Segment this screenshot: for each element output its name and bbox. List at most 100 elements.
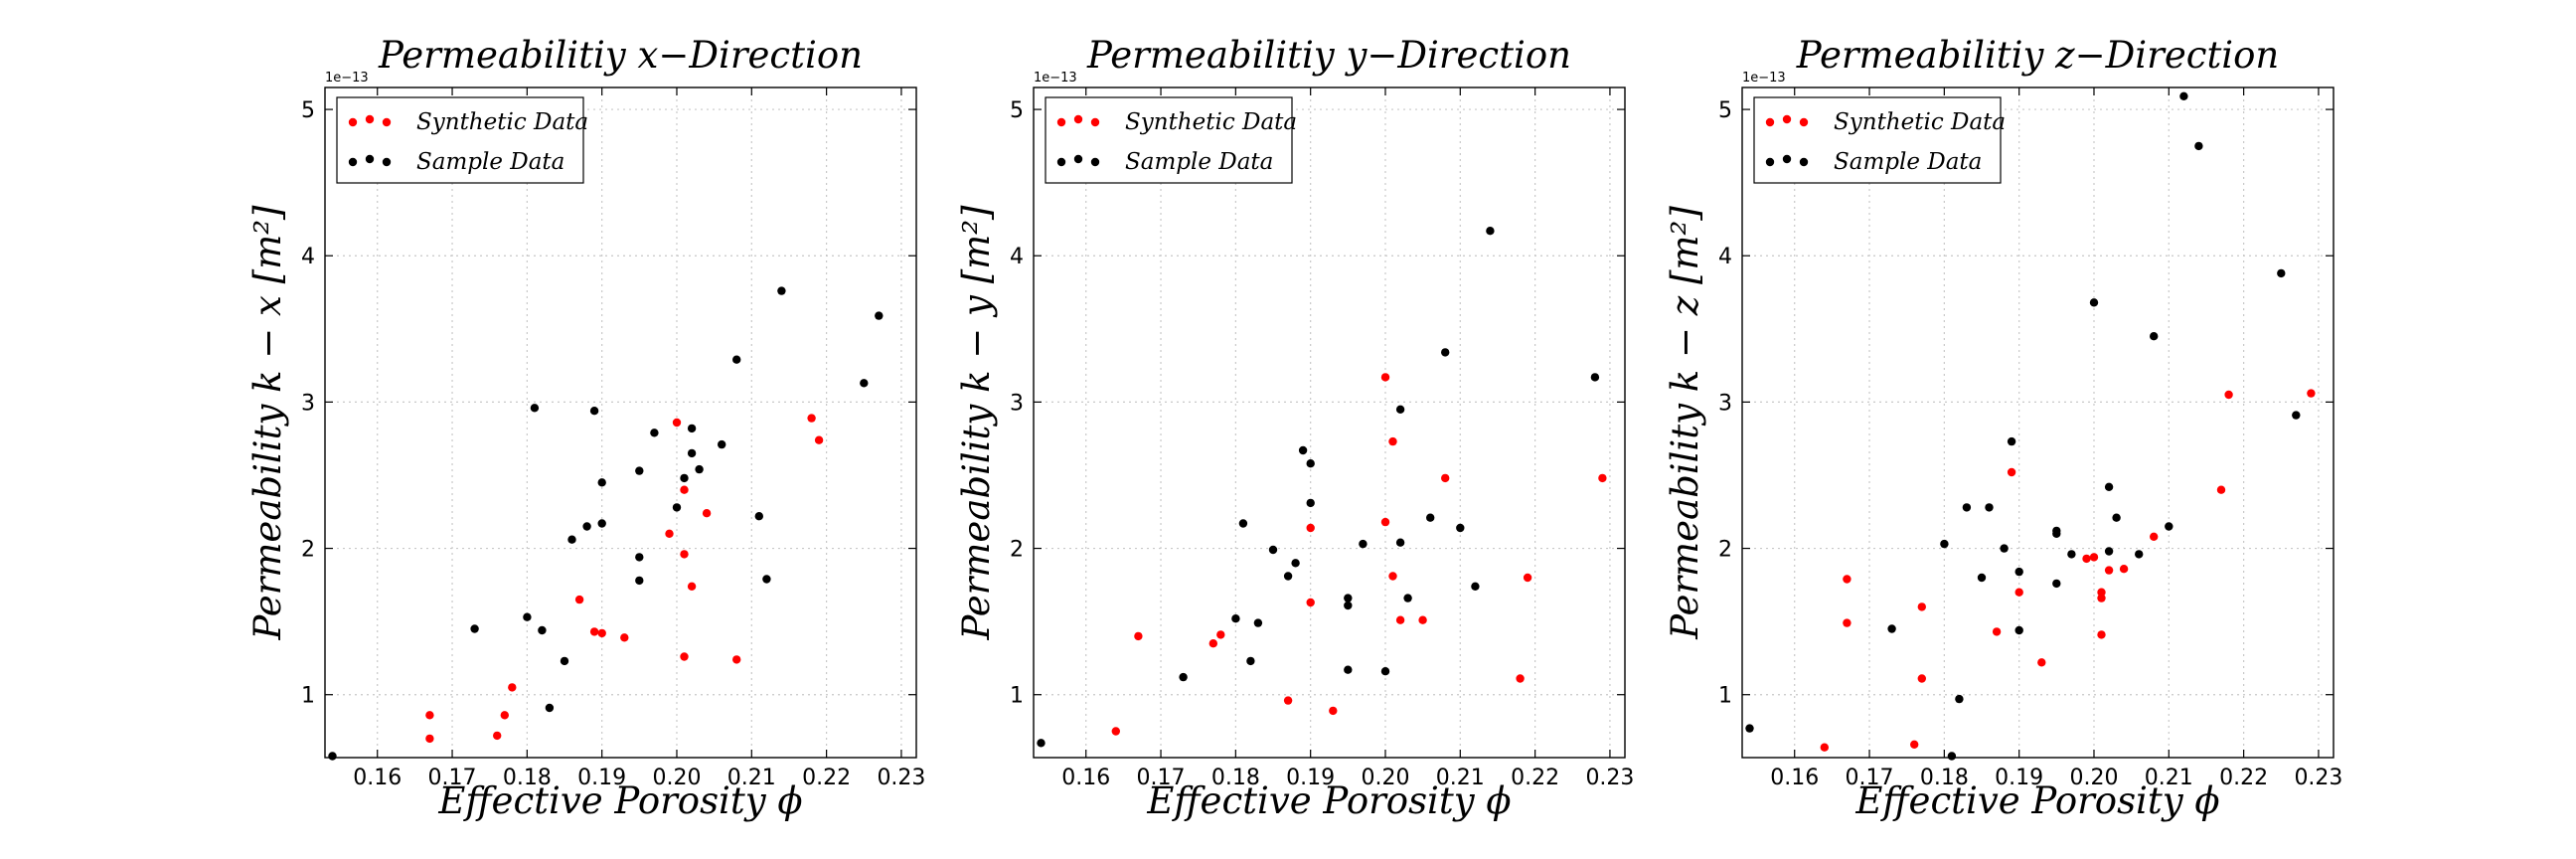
legend-marker [1056, 157, 1066, 167]
sample-data-point [597, 478, 606, 487]
legend-marker [1073, 154, 1083, 164]
sample-data-point [2179, 91, 2188, 101]
sample-data-point [328, 752, 337, 761]
synthetic-data-point [1388, 436, 1397, 446]
sample-data-point [718, 439, 726, 449]
legend: Synthetic Data Sample Data [336, 96, 588, 184]
synthetic-data-point [597, 628, 606, 638]
synthetic-data-point [680, 652, 689, 661]
synthetic-data-point [425, 734, 434, 744]
synthetic-data-point [672, 418, 682, 428]
y-tick-label: 4 [301, 245, 315, 269]
x-tick-label: 0.17 [1137, 766, 1186, 790]
x-axis-label: Effective Porosity ϕ [1854, 779, 2219, 822]
scatter-panel-3: 0.16 0.17 0.18 0.19 0.20 0.21 0.22 0.23 1 2 3 4 5 1e−… [1664, 34, 2342, 822]
x-tick-label: 0.16 [353, 766, 402, 790]
sample-data-point [1985, 503, 1994, 512]
x-tick-label: 0.22 [2219, 766, 2268, 790]
sample-data-point [1238, 519, 1248, 528]
legend-marker [1056, 117, 1066, 127]
synthetic-data-point [500, 711, 509, 720]
plot-frame [1033, 86, 1626, 759]
sample-data-point [875, 311, 884, 320]
y-tick-label: 5 [1718, 98, 1732, 123]
synthetic-data-point [2119, 565, 2129, 574]
sample-data-point [1231, 614, 1240, 623]
sample-data-point [530, 404, 540, 413]
legend-entry-label: Sample Data [1834, 149, 1982, 175]
sample-data-point [1179, 672, 1188, 682]
y-multiplier-label: 1e−13 [325, 71, 369, 86]
sample-data-point [1395, 538, 1405, 547]
synthetic-data-point [1380, 373, 1390, 382]
y-tick-label: 4 [1010, 245, 1024, 269]
y-tick-label: 2 [1010, 538, 1024, 563]
x-tick-label: 0.18 [1920, 766, 1969, 790]
legend-box [336, 96, 584, 184]
synthetic-data-point [1820, 743, 1830, 752]
legend-entry-label: Synthetic Data [1834, 109, 2006, 135]
sample-data-point [1977, 573, 1987, 583]
sample-data-point [2194, 141, 2203, 151]
sample-data-point [1291, 559, 1300, 568]
x-tick-label: 0.16 [1770, 766, 1819, 790]
synthetic-data-point [1917, 602, 1927, 611]
synthetic-data-point [732, 655, 741, 664]
sample-data-point [2014, 567, 2023, 577]
synthetic-data-point [1329, 706, 1338, 716]
sample-data-point [1306, 498, 1315, 508]
synthetic-data-point [1306, 598, 1315, 607]
sample-data-point [1246, 656, 1255, 666]
x-tick-label: 0.19 [1995, 766, 2043, 790]
sample-data-point [545, 703, 555, 713]
legend-entry-label: Synthetic Data [1125, 109, 1297, 135]
synthetic-data-point [1306, 523, 1315, 533]
synthetic-data-point [2216, 485, 2226, 494]
sample-data-point [1745, 724, 1754, 733]
y-tick-label: 5 [1010, 98, 1024, 123]
chart-title: Permeabilitiy x−Direction [378, 34, 863, 77]
sample-data-point [687, 448, 697, 458]
sample-data-point [777, 286, 786, 295]
sample-data-point [1253, 618, 1263, 627]
synthetic-data-point [1208, 639, 1218, 648]
synthetic-data-point [2097, 594, 2106, 602]
synthetic-data-point [687, 582, 697, 591]
x-tick-label: 0.21 [2145, 766, 2193, 790]
legend-marker [365, 114, 375, 124]
sample-data-point [2135, 550, 2144, 559]
sample-data-point [1344, 601, 1353, 610]
legend-marker [1782, 154, 1792, 164]
x-axis-label: Effective Porosity ϕ [1146, 779, 1511, 822]
sample-data-point [1298, 445, 1308, 455]
synthetic-data-point [1441, 473, 1450, 483]
sample-data-point [560, 656, 569, 666]
sample-data-point [1962, 503, 1972, 512]
y-axis-label: Permeability k − z [m²] [1664, 206, 1706, 640]
synthetic-data-point [2097, 630, 2106, 639]
y-axis-label: Permeability k − x [m²] [246, 205, 289, 641]
x-tick-label: 0.16 [1061, 766, 1110, 790]
sample-data-point [635, 466, 644, 475]
synthetic-data-point [589, 627, 599, 636]
sample-data-point [695, 464, 704, 474]
x-tick-label: 0.17 [1846, 766, 1894, 790]
synthetic-data-point [1380, 517, 1390, 527]
synthetic-data-point [702, 509, 712, 518]
y-tick-label: 3 [1718, 391, 1732, 416]
x-tick-label: 0.23 [2294, 766, 2342, 790]
sample-data-point [2165, 522, 2174, 531]
synthetic-data-point [1395, 615, 1405, 624]
sample-data-point [2112, 513, 2121, 522]
x-tick-label: 0.19 [577, 766, 626, 790]
synthetic-data-point [1111, 727, 1121, 736]
sample-data-point [860, 379, 869, 388]
sample-data-point [762, 575, 771, 584]
synthetic-data-point [2007, 467, 2016, 477]
x-tick-label: 0.21 [727, 766, 776, 790]
x-tick-label: 0.20 [2069, 766, 2118, 790]
synthetic-data-point [2224, 390, 2233, 400]
sample-data-point [1486, 227, 1495, 236]
sample-data-point [597, 519, 606, 528]
sample-data-point [1947, 752, 1957, 761]
